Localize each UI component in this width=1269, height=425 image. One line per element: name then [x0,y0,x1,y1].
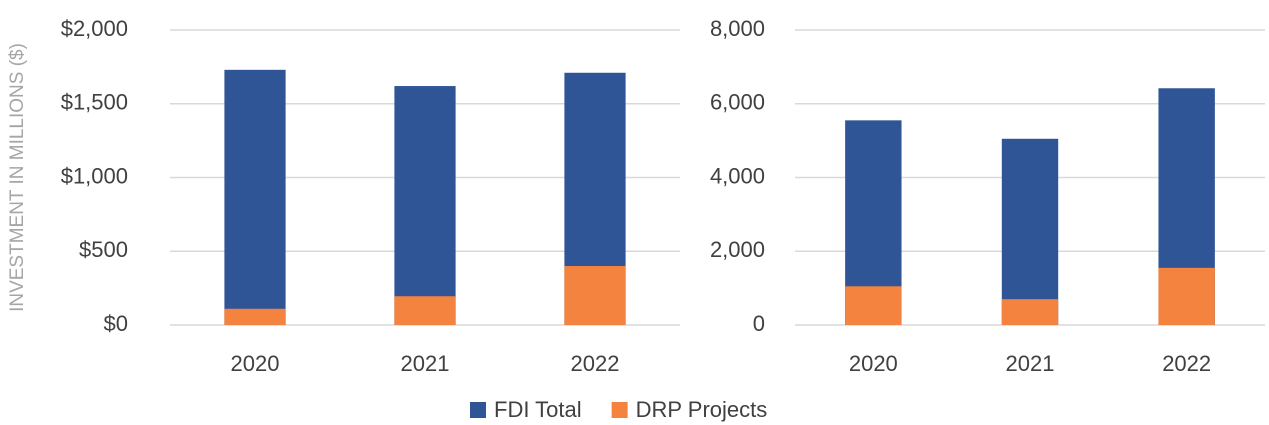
x-tick-label: 2020 [231,351,280,376]
bar [564,266,626,325]
legend-label: DRP Projects [636,397,768,422]
y-axis-title: INVESTMENT IN MILLIONS ($) [7,43,28,312]
bar [224,308,286,325]
y-tick-label: $500 [79,237,128,262]
legend-label: FDI Total [494,397,582,422]
y-tick-label: 8,000 [710,16,765,41]
x-tick-label: 2021 [1006,351,1055,376]
x-tick-label: 2022 [571,351,620,376]
bar [1001,138,1059,325]
x-tick-label: 2022 [1162,351,1211,376]
bar [1001,299,1059,325]
y-tick-label: 0 [753,311,765,336]
bar [394,86,456,325]
y-tick-label: $1,000 [61,163,128,188]
x-tick-label: 2020 [849,351,898,376]
y-tick-label: $1,500 [61,90,128,115]
legend-swatch [470,402,486,418]
bar [1158,267,1215,325]
y-tick-label: 6,000 [710,90,765,115]
y-tick-label: $2,000 [61,16,128,41]
legend-swatch [611,402,628,418]
bar [845,286,902,325]
bar [394,296,456,325]
y-tick-label: 2,000 [710,237,765,262]
bar [224,69,286,325]
y-tick-label: $0 [104,311,128,336]
x-tick-label: 2021 [401,351,450,376]
y-tick-label: 4,000 [710,163,765,188]
